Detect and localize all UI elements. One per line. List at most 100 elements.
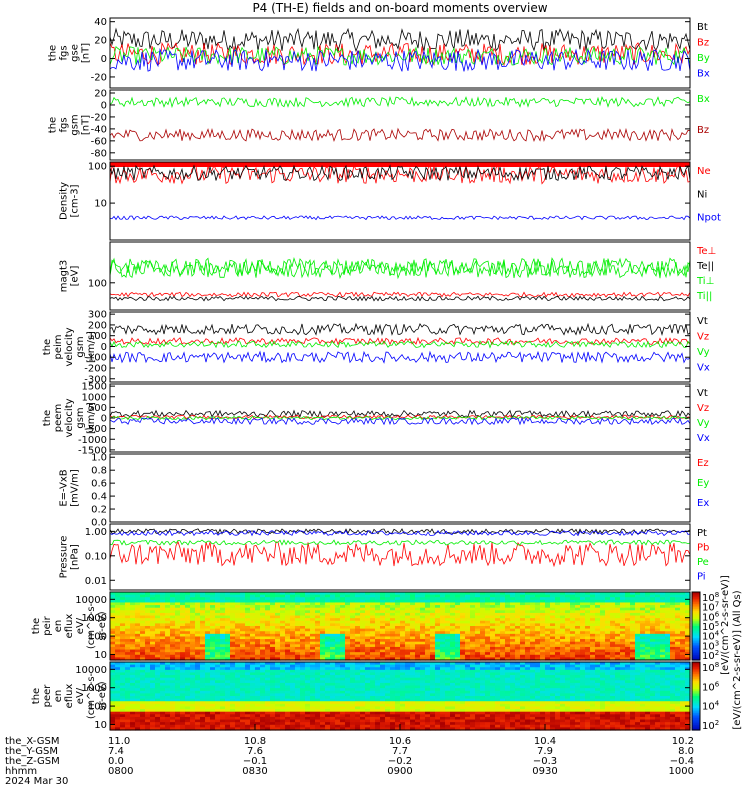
heatmap-cell xyxy=(375,716,381,721)
heatmap-cell xyxy=(510,652,516,656)
heatmap-cell xyxy=(535,607,541,611)
heatmap-cell xyxy=(185,646,191,651)
heatmap-cell xyxy=(270,722,276,726)
heatmap-cell xyxy=(315,690,321,694)
heatmap-cell xyxy=(615,592,621,596)
heatmap-cell xyxy=(440,633,446,638)
heatmap-cell xyxy=(115,612,121,617)
heatmap-cell xyxy=(310,649,316,653)
heatmap-cell xyxy=(280,639,286,643)
heatmap-cell xyxy=(310,631,316,635)
heatmap-cell xyxy=(295,607,301,611)
heatmap-cell xyxy=(360,628,366,632)
heatmap-cell xyxy=(190,714,196,718)
heatmap-cell xyxy=(685,618,691,622)
heatmap-cell xyxy=(565,605,571,609)
heatmap-cell xyxy=(320,639,326,643)
heatmap-cell xyxy=(490,639,496,643)
heatmap-cell xyxy=(220,597,226,601)
y-tick-label: 1000 xyxy=(82,392,107,403)
heatmap-cell xyxy=(235,639,241,643)
heatmap-cell xyxy=(200,727,206,731)
heatmap-cell xyxy=(505,631,511,635)
heatmap-cell xyxy=(175,657,181,661)
heatmap-cell xyxy=(380,690,386,694)
heatmap-cell xyxy=(605,610,611,614)
heatmap-cell xyxy=(140,669,146,674)
legend-Vy: Vy xyxy=(697,418,710,429)
heatmap-cell xyxy=(370,646,376,651)
heatmap-cell xyxy=(305,693,311,697)
heatmap-cell xyxy=(385,605,391,609)
heatmap-cell xyxy=(385,631,391,635)
heatmap-cell xyxy=(245,682,251,687)
heatmap-cell xyxy=(445,680,451,684)
heatmap-cell xyxy=(395,724,401,728)
heatmap-cell xyxy=(235,623,241,627)
heatmap-cell xyxy=(335,716,341,721)
heatmap-cell xyxy=(520,652,526,656)
heatmap-cell xyxy=(195,594,201,598)
heatmap-cell xyxy=(205,714,211,718)
heatmap-cell xyxy=(180,644,186,648)
heatmap-cell xyxy=(110,669,116,674)
heatmap-cell xyxy=(220,706,226,710)
heatmap-cell xyxy=(325,657,331,661)
heatmap-cell xyxy=(155,612,161,617)
heatmap-cell xyxy=(285,631,291,635)
heatmap-cell xyxy=(325,690,331,694)
heatmap-cell xyxy=(270,605,276,609)
heatmap-cell xyxy=(410,646,416,651)
heatmap-cell xyxy=(665,594,671,598)
panel-frame xyxy=(109,591,691,661)
heatmap-cell xyxy=(240,602,246,606)
heatmap-cell xyxy=(145,607,151,611)
heatmap-cell xyxy=(560,615,566,619)
heatmap-cell xyxy=(405,657,411,661)
heatmap-cell xyxy=(275,701,281,705)
heatmap-cell xyxy=(215,677,221,681)
heatmap-cell xyxy=(250,649,256,653)
heatmap-cell xyxy=(180,605,186,609)
heatmap-cell xyxy=(245,677,251,681)
heatmap-cell xyxy=(160,667,166,671)
heatmap-cell xyxy=(605,626,611,630)
heatmap-cell xyxy=(380,675,386,679)
heatmap-cell xyxy=(180,669,186,674)
heatmap-cell xyxy=(310,597,316,601)
heatmap-cell xyxy=(680,639,686,643)
heatmap-cell xyxy=(265,612,271,617)
heatmap-cell xyxy=(340,714,346,718)
heatmap-cell xyxy=(315,597,321,601)
heatmap-cell xyxy=(475,599,481,604)
heatmap-cell xyxy=(175,602,181,606)
heatmap-cell xyxy=(145,639,151,643)
heatmap-cell xyxy=(270,724,276,728)
heatmap-cell xyxy=(110,714,116,718)
heatmap-cell xyxy=(245,618,251,622)
heatmap-cell xyxy=(180,724,186,728)
heatmap-cell xyxy=(130,602,136,606)
heatmap-cell xyxy=(420,623,426,627)
heatmap-cell xyxy=(305,698,311,702)
heatmap-cell xyxy=(410,636,416,640)
heatmap-cell xyxy=(185,677,191,681)
heatmap-cell xyxy=(315,701,321,705)
heatmap-cell xyxy=(410,641,416,645)
heatmap-cell xyxy=(530,649,536,653)
heatmap-cell xyxy=(380,714,386,718)
heatmap-cell xyxy=(140,698,146,702)
heatmap-cell xyxy=(500,636,506,640)
heatmap-cell xyxy=(155,662,161,666)
heatmap-cell xyxy=(300,711,306,715)
heatmap-cell xyxy=(230,682,236,687)
heatmap-cell xyxy=(250,703,256,708)
heatmap-cell xyxy=(345,703,351,708)
heatmap-cell xyxy=(325,620,331,624)
heatmap-cell xyxy=(430,602,436,606)
heatmap-cell xyxy=(190,639,196,643)
heatmap-cell xyxy=(505,628,511,632)
heatmap-cell xyxy=(345,594,351,598)
heatmap-cell xyxy=(500,628,506,632)
heatmap-cell xyxy=(615,636,621,640)
